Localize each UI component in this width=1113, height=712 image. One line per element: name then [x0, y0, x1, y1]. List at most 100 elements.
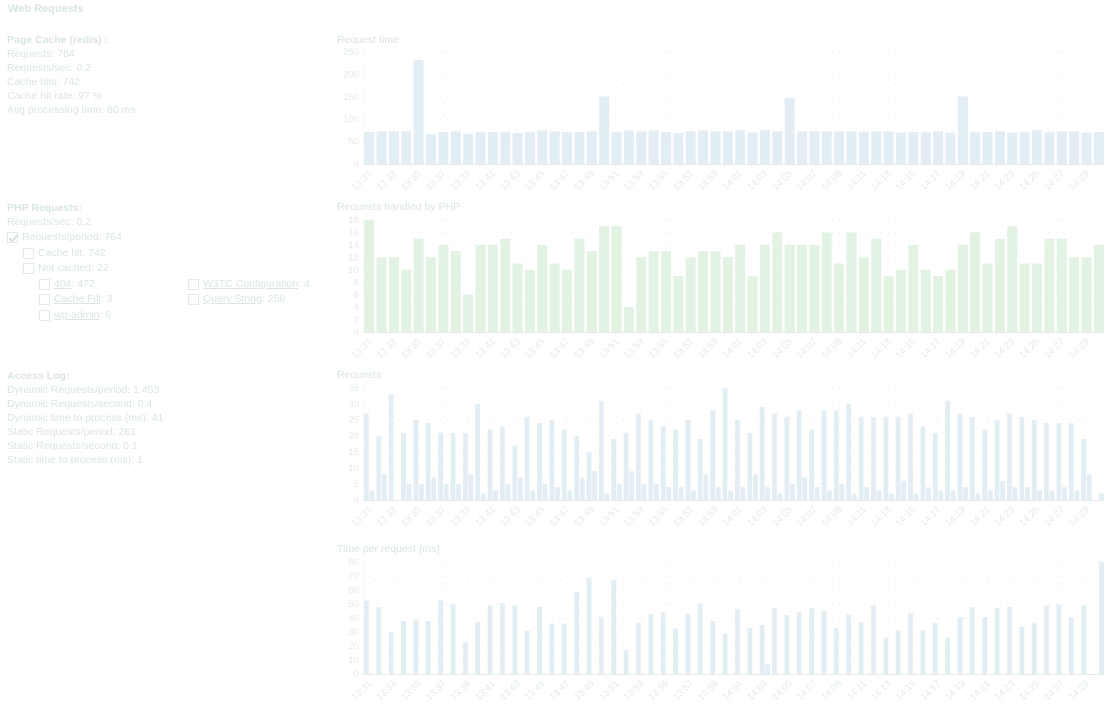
checkbox-cache-fill[interactable]: Cache Fill: 3 — [39, 292, 112, 307]
checkbox-404[interactable]: 404: 472 — [39, 277, 95, 292]
bar — [1044, 238, 1055, 332]
bar — [802, 477, 808, 500]
bar — [574, 436, 580, 500]
x-tick-label: 13:59 — [696, 168, 721, 193]
y-tick-label: 4 — [354, 302, 359, 313]
bar — [945, 269, 956, 332]
x-tick-label: 13:39 — [449, 168, 474, 193]
bar — [364, 132, 375, 164]
bar — [777, 493, 783, 500]
bar — [376, 131, 387, 164]
bar — [364, 600, 369, 674]
bar — [784, 615, 790, 674]
bar — [735, 129, 746, 164]
bar — [728, 490, 733, 500]
link-404[interactable]: 404 — [54, 278, 72, 290]
x-tick-label: 13:47 — [548, 336, 573, 361]
x-tick-label: 13:51 — [597, 504, 622, 529]
bar — [463, 294, 474, 332]
x-tick-label: 14:29 — [1067, 504, 1092, 529]
x-tick-label: 13:31 — [350, 336, 375, 361]
bar — [908, 132, 919, 164]
checkbox-icon[interactable] — [39, 279, 50, 290]
bar — [636, 413, 641, 500]
bar — [500, 426, 505, 500]
bar — [735, 244, 746, 332]
bar — [1007, 132, 1018, 164]
x-tick-label: 14:05 — [770, 168, 795, 193]
x-tick-label: 14:17 — [919, 678, 944, 703]
checkbox-icon[interactable] — [39, 294, 50, 305]
y-tick-label: 20 — [348, 431, 359, 442]
x-tick-label: 13:59 — [696, 504, 721, 529]
checkbox-cache-hit[interactable]: Cache hit: 742 — [23, 246, 106, 261]
y-tick-label: 2 — [354, 315, 359, 326]
bar — [685, 420, 691, 500]
bar — [871, 131, 882, 164]
checkbox-icon[interactable] — [23, 248, 34, 259]
x-tick-label: 13:35 — [399, 504, 424, 529]
x-tick-label: 13:43 — [498, 168, 523, 193]
y-tick-label: 0 — [354, 669, 359, 680]
bar — [846, 614, 852, 674]
checkbox-query-string[interactable]: Query String: 256 — [188, 292, 285, 307]
bar — [604, 493, 610, 500]
link-wp-admin[interactable]: wp-admin — [54, 309, 100, 321]
bar — [401, 131, 412, 164]
bar — [475, 404, 481, 500]
y-tick-label: 6 — [354, 290, 359, 301]
checkbox-checked-icon[interactable] — [7, 232, 18, 243]
bar — [722, 131, 733, 164]
checkbox-w3tc-configuration[interactable]: W3TC Configuration: 4 — [188, 277, 310, 292]
link-query-string[interactable]: Query String — [203, 293, 262, 305]
bar — [364, 413, 369, 500]
link-cache-fill[interactable]: Cache Fill — [54, 293, 101, 305]
reason-value: : 256 — [261, 293, 286, 305]
php-rps: Requests/sec: 0.2 — [7, 216, 92, 228]
bar — [648, 420, 654, 500]
x-tick-label: 13:37 — [424, 678, 449, 703]
x-tick-label: 13:47 — [548, 504, 573, 529]
bar — [388, 632, 394, 674]
bar — [648, 613, 654, 674]
bar — [772, 413, 777, 500]
x-tick-label: 14:17 — [919, 504, 944, 529]
bar — [703, 474, 709, 500]
checkbox-icon[interactable] — [188, 294, 199, 305]
bar — [871, 238, 882, 332]
bar — [938, 490, 944, 500]
x-tick-label: 13:41 — [473, 504, 498, 529]
x-tick-label: 13:43 — [498, 504, 523, 529]
bar — [895, 630, 901, 674]
bar — [920, 630, 926, 674]
bar — [487, 429, 493, 500]
bar — [579, 477, 585, 500]
bar — [957, 244, 968, 332]
checkbox-icon[interactable] — [23, 263, 34, 274]
checkbox-icon[interactable] — [39, 310, 50, 321]
bar — [611, 226, 622, 332]
bar — [864, 487, 870, 500]
link-w3tc-configuration[interactable]: W3TC Configuration — [203, 278, 299, 290]
access-log-line: Dynamic Requests/second: 0.4 — [7, 398, 153, 410]
bar — [969, 607, 975, 674]
bar — [735, 420, 740, 500]
bar — [883, 276, 894, 332]
checkbox-requests-period[interactable]: Requests/period: 764 — [7, 230, 122, 245]
checkbox-wp-admin[interactable]: wp-admin: 6 — [39, 308, 111, 323]
x-tick-label: 13:53 — [622, 678, 647, 703]
x-tick-label: 13:37 — [424, 336, 449, 361]
bar — [772, 232, 783, 332]
x-tick-label: 13:55 — [647, 336, 672, 361]
x-tick-label: 14:03 — [745, 168, 770, 193]
bar — [1019, 132, 1030, 164]
bar — [1068, 423, 1074, 500]
bar — [562, 132, 573, 164]
x-tick-label: 14:27 — [1042, 336, 1067, 361]
y-tick-label: 150 — [343, 92, 359, 103]
bar — [821, 410, 827, 500]
checkbox-icon[interactable] — [188, 279, 199, 290]
checkbox-not-cached[interactable]: Not cached: 22 — [23, 261, 109, 276]
bar — [1081, 257, 1092, 332]
x-tick-label: 14:01 — [721, 168, 746, 193]
